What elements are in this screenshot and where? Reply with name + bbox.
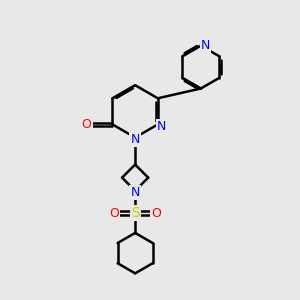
Text: O: O bbox=[109, 206, 119, 220]
Text: O: O bbox=[82, 118, 92, 131]
Text: N: N bbox=[157, 120, 166, 133]
Text: O: O bbox=[151, 206, 161, 220]
Text: N: N bbox=[130, 186, 140, 199]
Text: S: S bbox=[131, 206, 140, 220]
Text: N: N bbox=[130, 133, 140, 146]
Text: N: N bbox=[201, 39, 210, 52]
